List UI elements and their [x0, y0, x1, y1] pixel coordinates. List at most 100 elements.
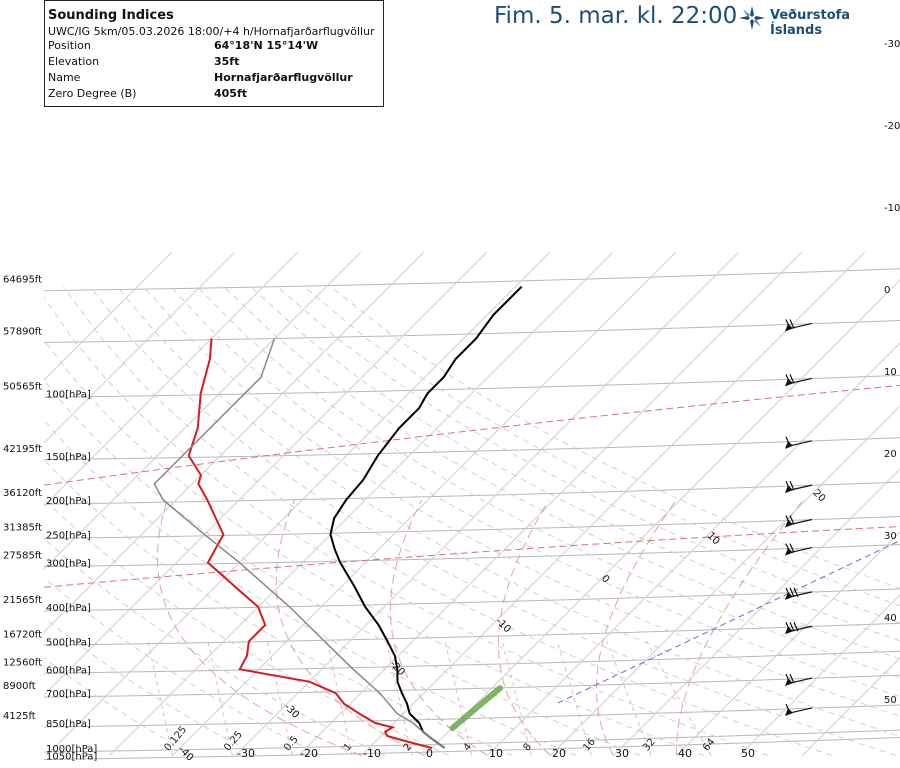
dry-adiabat	[170, 286, 900, 698]
temperature-tick-label: 10	[489, 747, 503, 760]
pressure-label: 150[hPa]	[46, 452, 91, 463]
wind-barb	[785, 480, 813, 494]
info-label: Elevation	[48, 55, 100, 68]
altitude-label: 4125ft	[3, 711, 36, 722]
isobar-line	[44, 516, 900, 539]
moist-adiabat	[275, 499, 425, 756]
cloud-layer-band	[449, 685, 504, 731]
brand-name: Veðurstofa Íslands	[770, 8, 851, 38]
dry-adiabat	[89, 286, 897, 756]
isobar-line	[44, 437, 900, 461]
isotherm-line	[44, 251, 488, 696]
info-row-elevation: Elevation 35ft	[45, 54, 383, 70]
altitude-label: 16720ft	[3, 629, 42, 640]
wind-barb	[785, 543, 813, 556]
pressure-label: 200[hPa]	[46, 496, 91, 507]
temperature-tick-label: 20	[552, 747, 566, 760]
dry-adiabat	[44, 419, 577, 756]
pressure-label: 700[hPa]	[46, 689, 91, 700]
info-value: 35ft	[214, 55, 240, 68]
isobar-line	[44, 374, 900, 398]
isobar-line	[44, 588, 900, 612]
wind-barb	[785, 319, 813, 332]
mixing-ratio-line	[147, 641, 173, 756]
isotherm-line	[739, 594, 900, 756]
right-axis-label: -20	[884, 121, 900, 132]
pressure-label: 300[hPa]	[46, 559, 91, 570]
pressure-label: 400[hPa]	[46, 603, 91, 614]
forecast-time-title: Fim. 5. mar. kl. 22:00	[494, 3, 738, 29]
info-value: Hornafjarðarflugvöllur	[214, 71, 353, 84]
isotherm-line	[676, 531, 900, 756]
mixing-ratio-line	[606, 641, 652, 756]
isotherm-line	[44, 251, 425, 633]
isotherm-line	[44, 251, 299, 507]
dry-adiabat	[223, 286, 900, 660]
wind-barb	[785, 436, 813, 449]
isotherm-label: 20	[810, 488, 827, 505]
isotherm-label: 0	[599, 573, 611, 585]
dry-adiabat	[44, 537, 386, 756]
isotherm-line	[613, 468, 900, 756]
grid-lines	[44, 251, 900, 760]
mixing-ratio-line	[646, 641, 712, 756]
right-axis-label: 30	[884, 531, 897, 542]
right-axis-label: 0	[884, 285, 890, 296]
dry-adiabat	[143, 286, 900, 717]
dry-adiabat	[44, 296, 769, 756]
dewpoint-line	[187, 338, 433, 749]
moist-adiabat	[389, 499, 488, 756]
pressure-label: 1050[hPa]	[46, 752, 97, 763]
isotherm-line	[802, 657, 900, 756]
isobar-line	[44, 268, 900, 292]
parcel-line	[153, 338, 446, 749]
info-row-zero-degree: Zero Degree (B) 405ft	[45, 86, 383, 102]
altitude-label: 42195ft	[3, 444, 42, 455]
temperature-tick-label: 50	[741, 747, 755, 760]
moist-adiabat	[675, 499, 804, 756]
reference-line	[44, 526, 900, 588]
vedurstofa-logo: Veðurstofa Íslands	[738, 5, 890, 38]
info-title: Sounding Indices	[48, 8, 174, 23]
series-lines	[153, 285, 523, 749]
pressure-label: 100[hPa]	[46, 389, 91, 400]
pressure-label: 500[hPa]	[46, 637, 91, 648]
wind-barb	[785, 673, 813, 687]
dry-adiabat	[44, 577, 322, 756]
axis-labels: 0.125 0.25 0.5 1 2 4 8 16 32 641050[hPa]1000[hPa]…	[3, 39, 900, 764]
mixing-ratio-label: 8	[521, 741, 534, 753]
dry-adiabat	[44, 339, 705, 756]
info-model-run: UWC/IG 5km/05.03.2026 18:00/+4 h/Hornafj…	[48, 25, 375, 38]
isotherm-label: -10	[493, 616, 512, 635]
altitude-label: 21565ft	[3, 595, 42, 606]
dry-adiabat	[44, 616, 258, 756]
isobar-line	[44, 650, 900, 674]
wind-barb	[785, 374, 813, 387]
isobar-line	[44, 622, 900, 646]
dry-adiabat	[44, 498, 449, 756]
temperature-tick-label: 0	[426, 747, 433, 760]
mixing-ratio-line	[267, 641, 293, 756]
wind-barb	[785, 515, 813, 528]
temperature-tick-label: 30	[615, 747, 629, 760]
dry-adiabat	[196, 286, 900, 679]
temperature-tick-label: -20	[300, 747, 318, 760]
isotherm-line	[172, 251, 677, 756]
moist-adiabat	[497, 499, 551, 756]
mixing-ratio-line	[207, 641, 233, 756]
isotherm-label: 10	[705, 530, 722, 547]
altitude-label: 36120ft	[3, 488, 42, 499]
pressure-label: 850[hPa]	[46, 719, 91, 730]
temperature-tick-label: -10	[363, 747, 381, 760]
altitude-label: 64695ft	[3, 275, 42, 286]
right-axis-label: -30	[884, 39, 900, 50]
right-axis-label: 10	[884, 367, 897, 378]
pressure-label: 250[hPa]	[46, 531, 91, 542]
reference-line	[557, 540, 900, 704]
right-axis-label: 20	[884, 449, 897, 460]
isotherm-line	[298, 251, 803, 756]
mixing-ratio-label: 4	[462, 741, 475, 753]
pressure-label: 600[hPa]	[46, 665, 91, 676]
altitude-label: 12560ft	[3, 657, 42, 668]
